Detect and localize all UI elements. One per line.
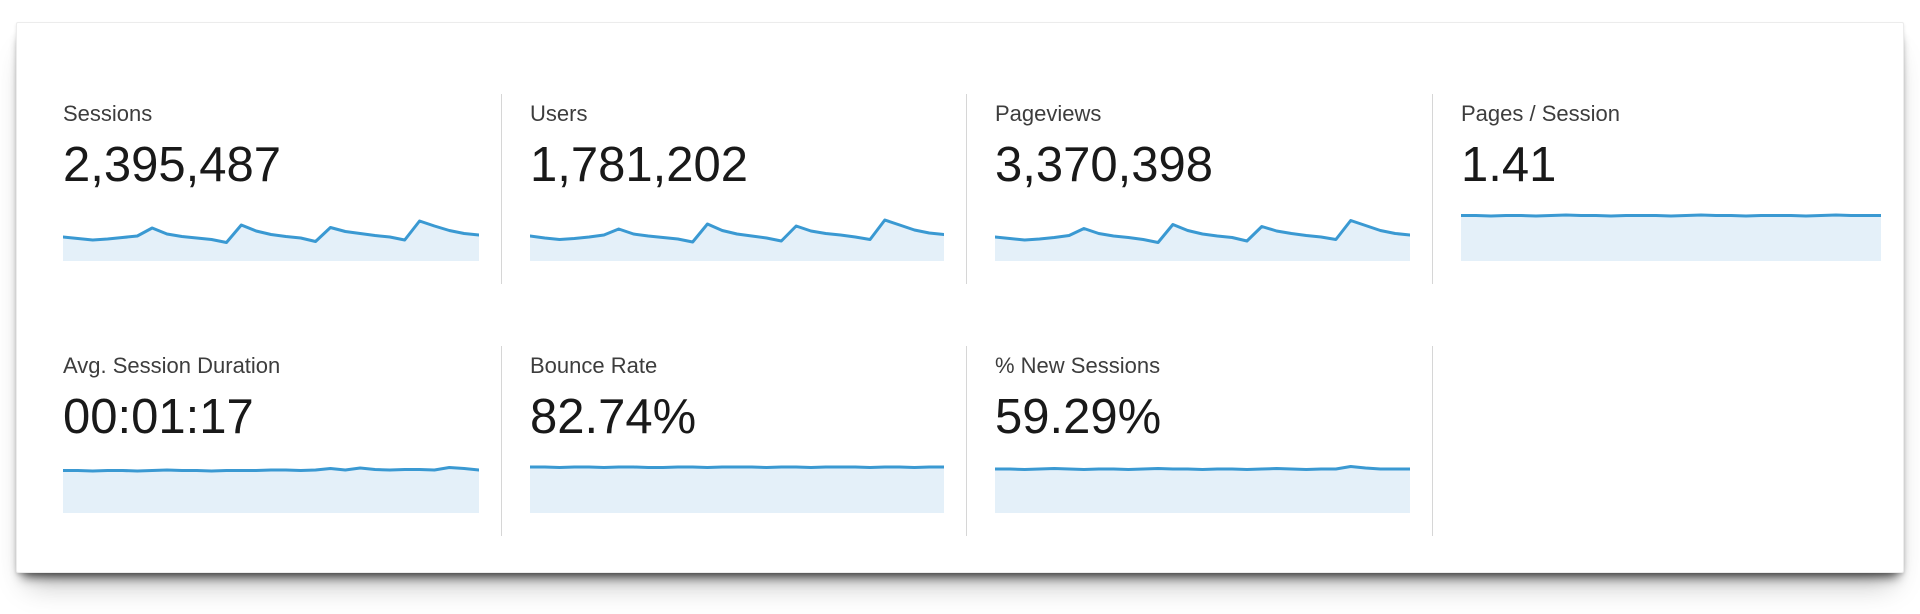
metric-value: 3,370,398: [995, 138, 1213, 192]
metric-value: 82.74%: [530, 390, 697, 444]
empty-cell: [1432, 346, 1903, 536]
sparkline-area: [63, 221, 479, 261]
metric-value: 00:01:17: [63, 390, 254, 444]
metric-label: Pageviews: [995, 101, 1102, 126]
sparkline-area: [530, 220, 944, 261]
metric-label: Pages / Session: [1461, 101, 1620, 126]
metric-sparkline-chart: [995, 463, 1410, 513]
metric-card-sessions[interactable]: Sessions 2,395,487: [17, 94, 501, 284]
metric-sparkline-chart: [530, 211, 944, 261]
metric-sparkline-chart: [63, 463, 479, 513]
metric-sparkline-chart: [530, 463, 944, 513]
metric-card-avg-session-duration[interactable]: Avg. Session Duration 00:01:17: [17, 346, 501, 536]
metric-value: 1,781,202: [530, 138, 748, 192]
sparkline-line: [995, 467, 1410, 470]
metrics-grid: Sessions 2,395,487 Users 1,781,202 Pagev…: [17, 23, 1903, 536]
metric-value: 1.41: [1461, 138, 1557, 192]
metrics-panel: Sessions 2,395,487 Users 1,781,202 Pagev…: [16, 22, 1904, 573]
sparkline-area: [995, 466, 1410, 513]
metric-sparkline-chart: [1461, 211, 1881, 261]
sparkline-line: [1461, 215, 1881, 216]
sparkline-line: [63, 468, 479, 472]
sparkline-area: [1461, 215, 1881, 261]
metric-label: Sessions: [63, 101, 153, 126]
metric-card-pct-new-sessions[interactable]: % New Sessions 59.29%: [966, 346, 1432, 536]
metric-label: Bounce Rate: [530, 353, 658, 378]
metric-card-pages-per-session[interactable]: Pages / Session 1.41: [1432, 94, 1903, 284]
metric-card-bounce-rate[interactable]: Bounce Rate 82.74%: [501, 346, 966, 536]
metric-sparkline-chart: [63, 211, 479, 261]
metric-value: 59.29%: [995, 390, 1162, 444]
sparkline-line: [530, 467, 944, 468]
sparkline-area: [530, 467, 944, 513]
metric-card-pageviews[interactable]: Pageviews 3,370,398: [966, 94, 1432, 284]
sparkline-line: [530, 220, 944, 242]
metric-label: % New Sessions: [995, 353, 1161, 378]
metric-label: Users: [530, 101, 588, 126]
sparkline-line: [995, 221, 1410, 243]
metric-value: 2,395,487: [63, 138, 281, 192]
sparkline-line: [63, 221, 479, 243]
metric-card-users[interactable]: Users 1,781,202: [501, 94, 966, 284]
sparkline-area: [995, 220, 1410, 261]
metric-label: Avg. Session Duration: [63, 353, 281, 378]
metric-sparkline-chart: [995, 211, 1410, 261]
sparkline-area: [63, 467, 479, 513]
